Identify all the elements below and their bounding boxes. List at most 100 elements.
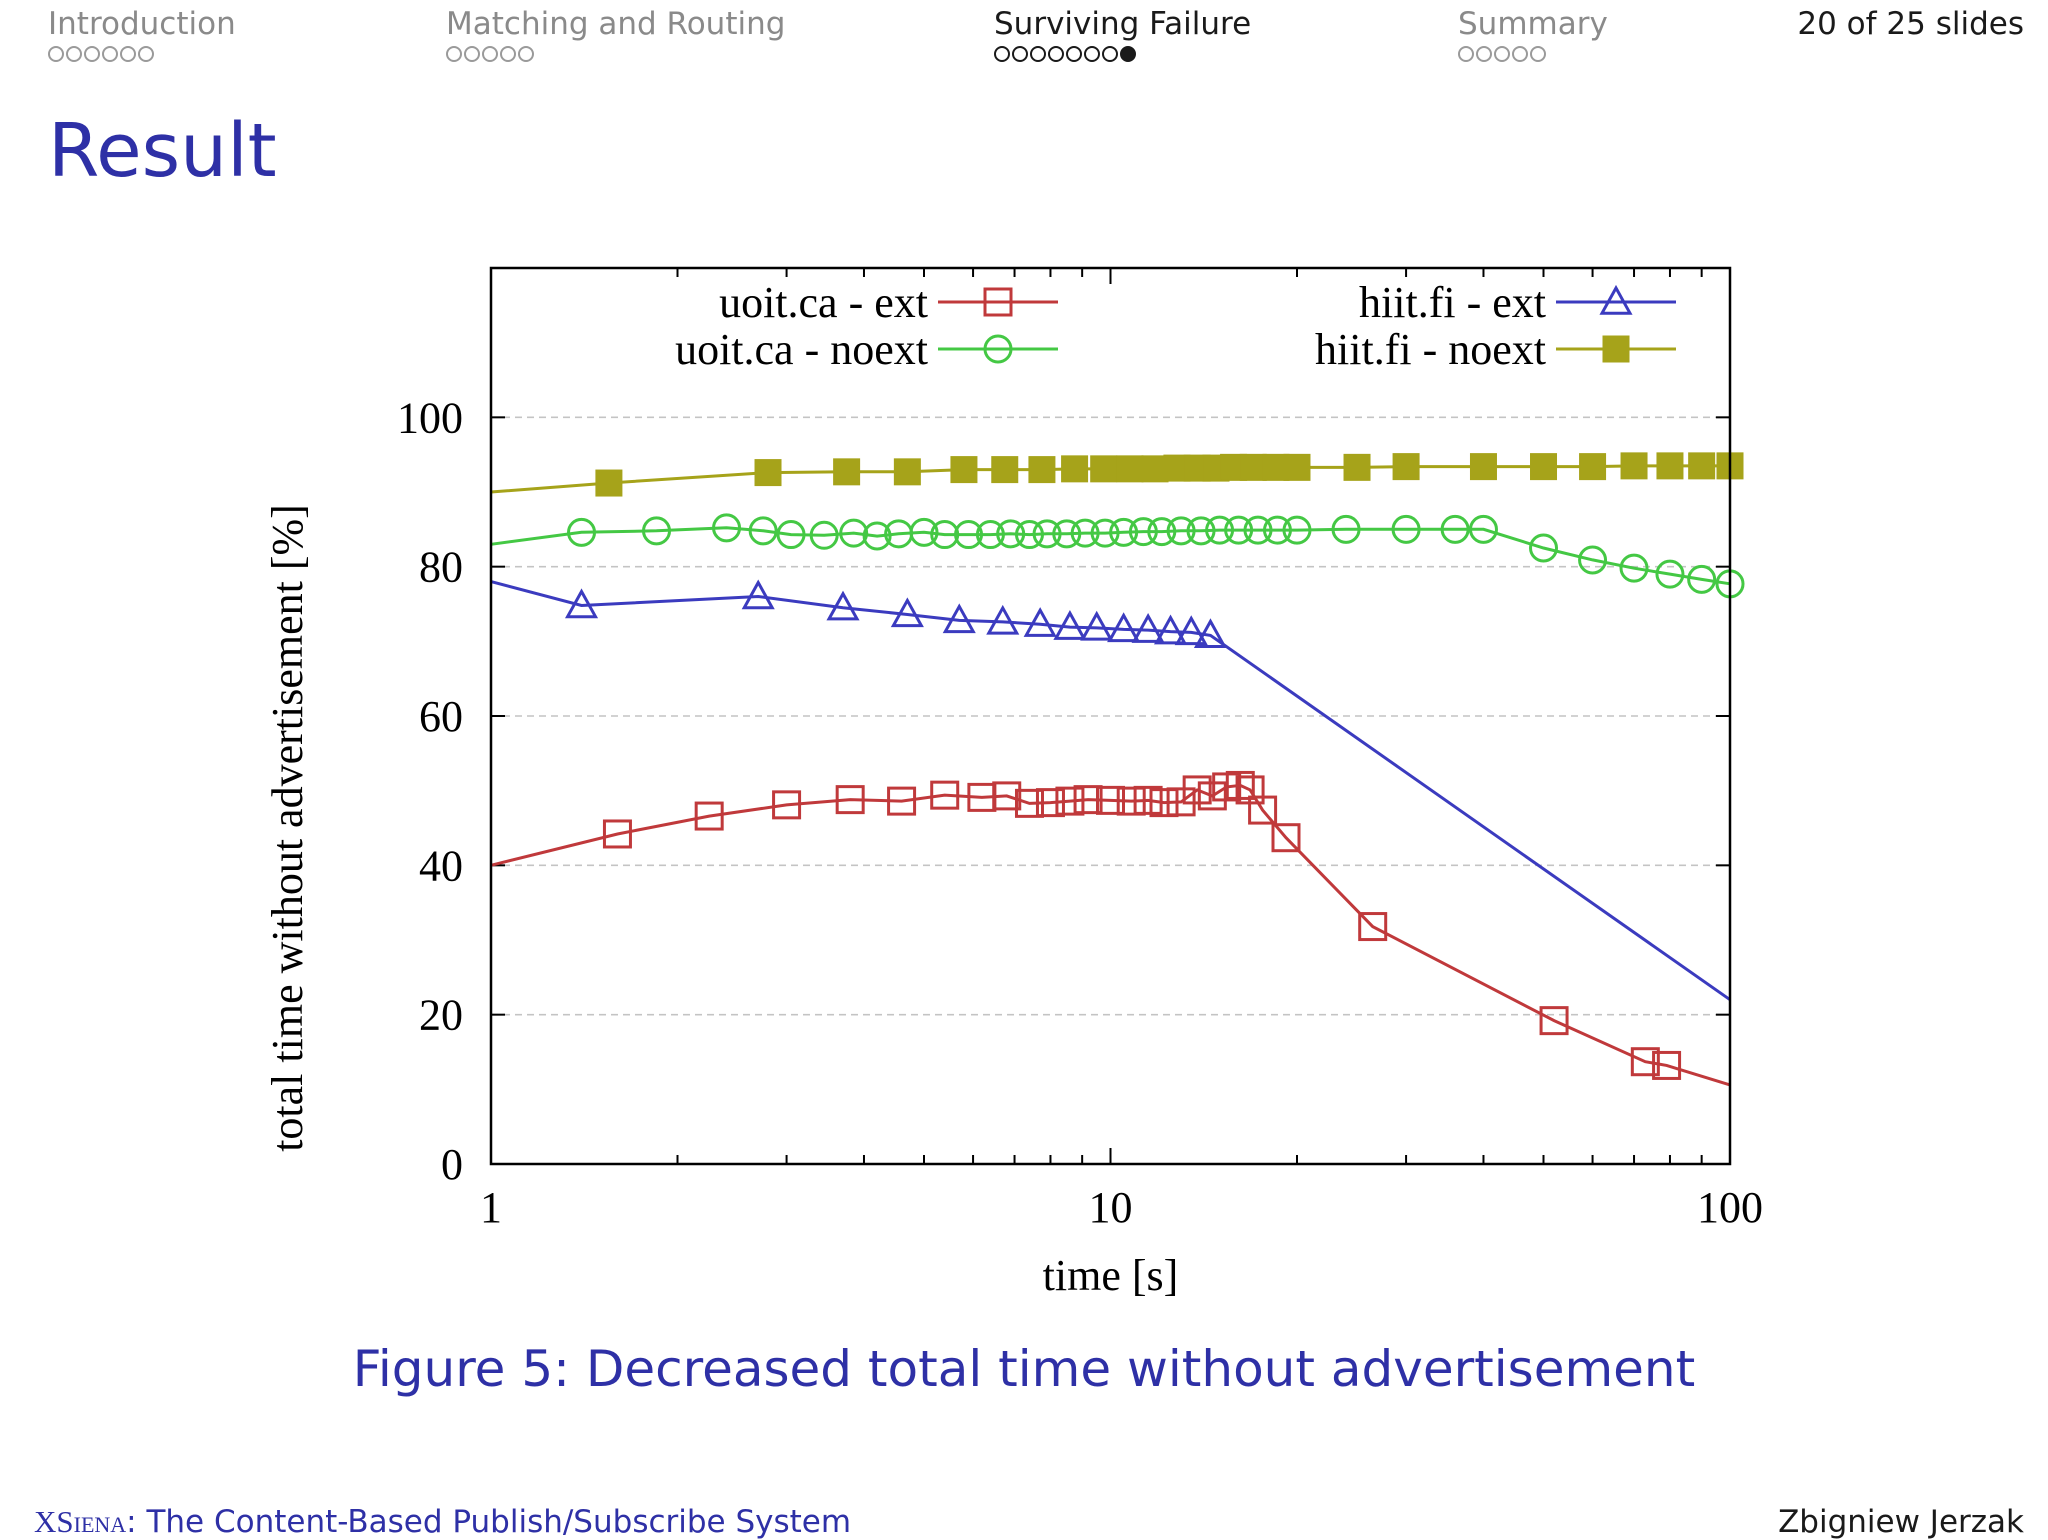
- data-point: [772, 790, 802, 820]
- data-point: [986, 604, 1020, 635]
- nav-slide-dots: [1458, 46, 1608, 66]
- slide-dot[interactable]: [1048, 46, 1064, 62]
- data-point: [1630, 1047, 1660, 1077]
- series-uoit-ca-ext: [490, 770, 1731, 1087]
- data-point: [930, 520, 960, 550]
- y-tick-label: 60: [419, 692, 463, 741]
- data-point: [1116, 455, 1144, 483]
- nav-section-4[interactable]: Summary: [1458, 6, 1608, 66]
- data-point: [991, 456, 1019, 484]
- data-point: [1014, 788, 1044, 818]
- nav-slide-dots: [994, 46, 1251, 66]
- slide-dot[interactable]: [1012, 46, 1028, 62]
- data-point: [1358, 912, 1388, 942]
- data-point: [1619, 553, 1649, 583]
- data-point: [1599, 284, 1633, 315]
- data-point: [564, 588, 599, 619]
- current-slide-dot[interactable]: [1120, 46, 1136, 62]
- nav-section-1[interactable]: Introduction: [48, 6, 236, 66]
- legend-label: hiit.fi - noext: [1315, 325, 1546, 374]
- data-point: [1262, 515, 1292, 545]
- slide-dot[interactable]: [1512, 46, 1528, 62]
- nav-section-2[interactable]: Matching and Routing: [446, 6, 785, 66]
- data-point: [1073, 785, 1103, 815]
- slide-dot[interactable]: [1084, 46, 1100, 62]
- data-point: [862, 521, 892, 551]
- footer-presentation-title: XSiena: The Content-Based Publish/Subscr…: [34, 1504, 851, 1540]
- slide-dot[interactable]: [518, 46, 534, 62]
- data-point: [1224, 515, 1254, 545]
- data-point: [1109, 517, 1139, 547]
- data-point: [1193, 618, 1228, 649]
- slide-dot[interactable]: [482, 46, 498, 62]
- slide-dot[interactable]: [138, 46, 154, 62]
- data-point: [1032, 519, 1062, 549]
- data-point: [1014, 520, 1044, 550]
- data-point: [1096, 785, 1125, 815]
- nav-section-label: Summary: [1458, 6, 1608, 42]
- data-point: [1529, 533, 1559, 563]
- y-tick-label: 40: [419, 841, 463, 890]
- data-point: [1282, 515, 1312, 545]
- data-point: [1153, 614, 1188, 645]
- data-point: [1391, 514, 1421, 544]
- slide-dot[interactable]: [994, 46, 1010, 62]
- slide-dot[interactable]: [48, 46, 64, 62]
- nav-section-3[interactable]: Surviving Failure: [994, 6, 1251, 66]
- slide-dot[interactable]: [446, 46, 462, 62]
- data-point: [1579, 453, 1607, 481]
- legend-entry: hiit.fi - ext: [1359, 278, 1676, 327]
- data-point: [595, 469, 623, 497]
- nav-section-label: Introduction: [48, 6, 236, 42]
- data-point: [930, 780, 960, 810]
- data-point: [1166, 516, 1196, 546]
- data-point: [741, 579, 775, 610]
- data-point: [1652, 1050, 1682, 1080]
- data-point: [826, 590, 860, 621]
- data-point: [887, 786, 917, 816]
- y-axis-label: total time without advertisement [%]: [263, 504, 312, 1152]
- slide-dot[interactable]: [102, 46, 118, 62]
- data-point: [1107, 612, 1141, 643]
- y-tick-label: 0: [441, 1140, 463, 1189]
- data-point: [1271, 823, 1301, 853]
- data-point: [975, 520, 1005, 550]
- series-hiit-fi-noext: [490, 452, 1744, 497]
- data-point: [1688, 452, 1716, 480]
- data-point: [1239, 453, 1267, 481]
- slide-dot[interactable]: [66, 46, 82, 62]
- slide-dot[interactable]: [84, 46, 100, 62]
- data-point: [983, 334, 1013, 364]
- data-point: [996, 519, 1026, 549]
- slide-dot[interactable]: [1102, 46, 1118, 62]
- data-point: [833, 458, 861, 486]
- data-point: [1070, 518, 1100, 548]
- data-point: [1468, 514, 1498, 544]
- data-point: [1052, 519, 1082, 549]
- data-point: [642, 516, 672, 546]
- slide-dot[interactable]: [500, 46, 516, 62]
- slide-title: Result: [48, 108, 277, 194]
- figure-caption: Figure 5: Decreased total time without a…: [352, 1340, 1696, 1398]
- data-point: [992, 781, 1022, 811]
- slide-dot[interactable]: [1066, 46, 1082, 62]
- data-point: [983, 287, 1013, 317]
- series-uoit-ca-noext: [490, 513, 1745, 599]
- nav-section-label: Surviving Failure: [994, 6, 1252, 42]
- data-point: [1147, 517, 1177, 547]
- slide-dot[interactable]: [464, 46, 480, 62]
- data-point: [1331, 514, 1361, 544]
- x-tick-label: 1: [480, 1183, 502, 1232]
- data-point: [809, 520, 839, 550]
- slide-dot[interactable]: [1494, 46, 1510, 62]
- data-point: [567, 517, 597, 547]
- data-point: [1128, 517, 1158, 547]
- slide-dot[interactable]: [120, 46, 136, 62]
- slide-dot[interactable]: [1030, 46, 1046, 62]
- slide-dot[interactable]: [1476, 46, 1492, 62]
- slide-dot[interactable]: [1530, 46, 1546, 62]
- footer-brand: XSiena: [34, 1504, 127, 1539]
- data-point: [1116, 786, 1146, 816]
- slide-dot[interactable]: [1458, 46, 1474, 62]
- x-axis-label: time [s]: [1043, 1251, 1179, 1300]
